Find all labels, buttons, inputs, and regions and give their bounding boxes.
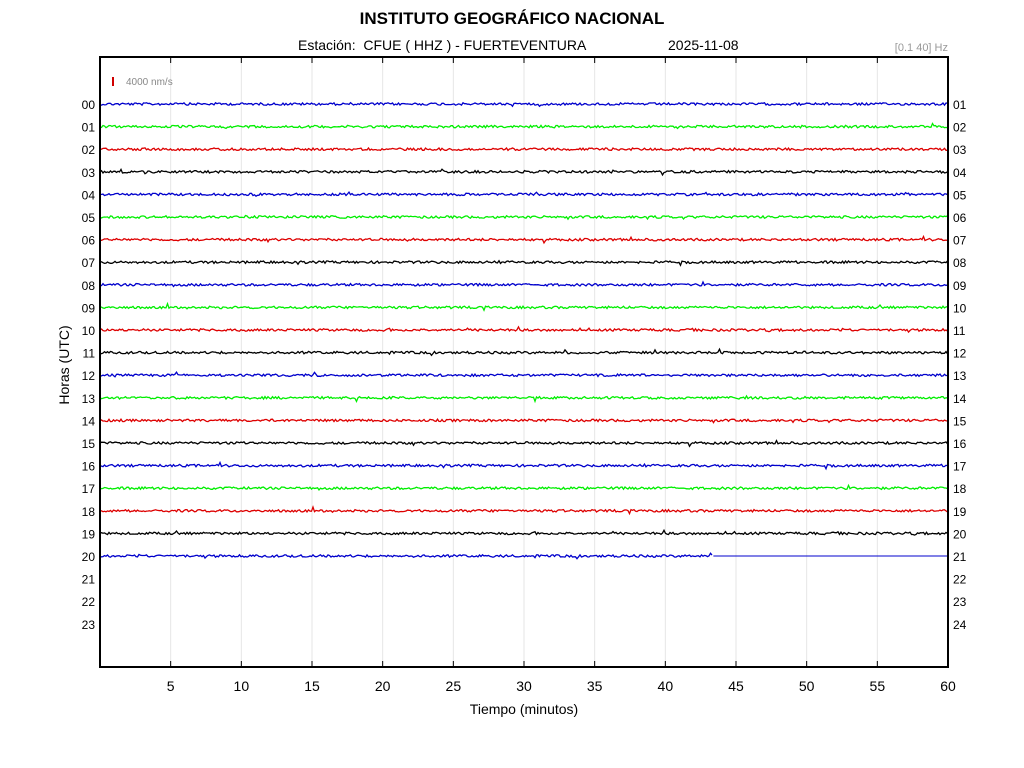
y-tick-label-right: 21 — [953, 550, 967, 564]
y-tick-label-right: 16 — [953, 437, 967, 451]
trace-hour-20 — [99, 552, 713, 560]
y-tick-label-left: 21 — [82, 573, 96, 587]
trace-hour-14 — [99, 418, 948, 424]
x-tick-label: 50 — [799, 678, 815, 694]
x-tick-label: 5 — [167, 678, 175, 694]
y-tick-label-right: 05 — [953, 188, 967, 202]
trace-hour-13 — [99, 394, 948, 404]
y-tick-label-right: 23 — [953, 595, 967, 609]
trace-hour-16 — [99, 460, 948, 471]
chart-title: INSTITUTO GEOGRÁFICO NACIONAL — [359, 9, 665, 28]
y-tick-label-left: 05 — [82, 211, 96, 225]
x-tick-label: 35 — [587, 678, 603, 694]
trace-hour-03 — [99, 167, 948, 177]
y-tick-label-right: 08 — [953, 256, 967, 270]
y-tick-label-left: 00 — [82, 98, 96, 112]
y-tick-label-right: 03 — [953, 143, 967, 157]
trace-hour-09 — [99, 301, 948, 312]
y-tick-label-right: 10 — [953, 301, 967, 315]
y-tick-label-right: 11 — [953, 324, 966, 338]
x-tick-label: 15 — [304, 678, 320, 694]
trace-hour-04 — [99, 190, 948, 198]
y-tick-label-left: 19 — [82, 527, 96, 541]
y-tick-label-left: 03 — [82, 166, 96, 180]
x-tick-label: 10 — [234, 678, 250, 694]
station-label: Estación: CFUE ( HHZ ) - FUERTEVENTURA — [298, 37, 587, 53]
trace-hour-15 — [99, 439, 949, 448]
y-tick-label-right: 13 — [953, 369, 967, 383]
y-tick-label-right: 06 — [953, 211, 967, 225]
y-tick-label-right: 04 — [953, 166, 967, 180]
y-tick-label-right: 19 — [953, 505, 967, 519]
filter-band-label: [0.1 40] Hz — [894, 42, 948, 54]
y-tick-label-right: 12 — [953, 347, 967, 361]
trace-hour-17 — [99, 483, 948, 491]
y-tick-label-left: 23 — [82, 618, 96, 632]
y-tick-label-left: 18 — [82, 505, 96, 519]
trace-hour-01 — [99, 122, 948, 130]
x-tick-label: 55 — [870, 678, 886, 694]
trace-hour-02 — [99, 146, 948, 152]
y-tick-label-left: 20 — [82, 550, 96, 564]
y-tick-label-left: 04 — [82, 188, 96, 202]
x-tick-label: 20 — [375, 678, 391, 694]
y-tick-label-left: 01 — [82, 121, 96, 135]
y-tick-label-left: 12 — [82, 369, 96, 383]
y-tick-label-right: 01 — [953, 98, 967, 112]
trace-hour-19 — [99, 528, 948, 536]
y-tick-label-left: 13 — [82, 392, 96, 406]
y-tick-label-right: 22 — [953, 573, 967, 587]
y-tick-label-right: 14 — [953, 392, 967, 406]
y-tick-label-left: 10 — [82, 324, 96, 338]
date-label: 2025-11-08 — [668, 37, 739, 53]
plot-frame — [99, 56, 949, 668]
y-tick-label-left: 22 — [82, 595, 96, 609]
x-tick-label: 60 — [940, 678, 956, 694]
trace-hour-06 — [99, 234, 948, 245]
y-tick-label-left: 06 — [82, 234, 96, 248]
x-axis-label: Tiempo (minutos) — [470, 701, 578, 717]
y-tick-label-right: 17 — [953, 460, 967, 474]
y-tick-label-left: 15 — [82, 437, 96, 451]
scale-label: 4000 nm/s — [126, 77, 173, 88]
trace-hour-12 — [99, 371, 948, 378]
x-tick-label: 40 — [658, 678, 674, 694]
y-tick-label-right: 20 — [953, 527, 967, 541]
x-tick-label: 25 — [446, 678, 462, 694]
trace-hour-08 — [99, 280, 948, 288]
y-tick-label-left: 16 — [82, 460, 96, 474]
y-tick-label-left: 09 — [82, 301, 96, 315]
y-tick-label-left: 08 — [82, 279, 96, 293]
y-tick-label-left: 02 — [82, 143, 96, 157]
y-tick-label-right: 24 — [953, 618, 967, 632]
y-tick-label-right: 15 — [953, 414, 967, 428]
y-tick-label-right: 07 — [953, 234, 967, 248]
y-tick-label-left: 14 — [82, 414, 96, 428]
trace-hour-11 — [99, 347, 949, 357]
y-tick-label-left: 17 — [82, 482, 96, 496]
y-tick-label-left: 11 — [83, 347, 96, 361]
y-axis-label: Horas (UTC) — [56, 325, 72, 404]
trace-hour-07 — [99, 259, 948, 267]
trace-hour-10 — [99, 325, 948, 334]
x-tick-label: 30 — [516, 678, 532, 694]
y-tick-label-right: 02 — [953, 121, 967, 135]
trace-hour-05 — [99, 214, 948, 221]
y-tick-label-right: 18 — [953, 482, 967, 496]
x-tick-label: 45 — [728, 678, 744, 694]
trace-hour-00 — [99, 101, 948, 108]
trace-hour-18 — [99, 505, 948, 516]
y-tick-label-left: 07 — [82, 256, 96, 270]
y-tick-label-right: 09 — [953, 279, 967, 293]
